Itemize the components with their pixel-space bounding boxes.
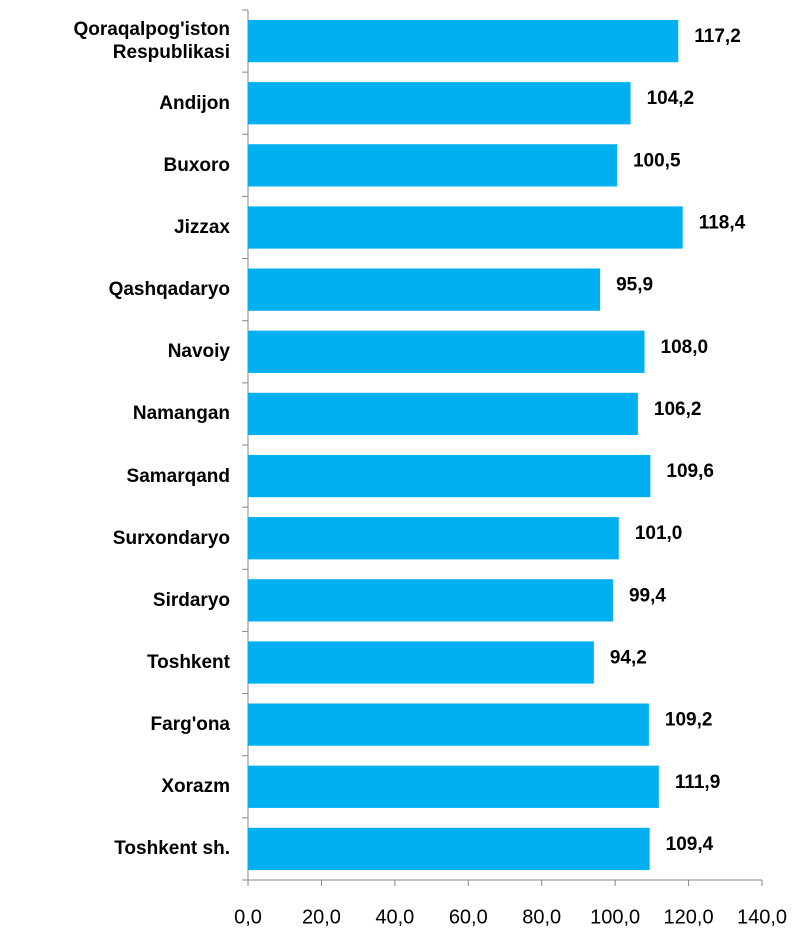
x-tick-label: 40,0: [375, 906, 414, 928]
bar: [248, 392, 638, 436]
bar: [248, 330, 645, 373]
value-label: 117,2: [694, 26, 741, 47]
bar: [248, 579, 613, 622]
y-tick-label: Navoiy: [167, 341, 230, 363]
y-tick-label: Sirdaryo: [152, 589, 230, 611]
x-tick-label: 80,0: [522, 906, 561, 928]
y-tick-label: Buxoro: [163, 154, 231, 176]
y-tick-label: Farg'ona: [150, 714, 230, 736]
value-label: 109,6: [666, 461, 714, 482]
value-label: 94,2: [610, 648, 647, 669]
bar: [248, 517, 619, 560]
y-tick-label: Samarqand: [126, 465, 230, 487]
value-label: 100,5: [633, 150, 681, 171]
x-tick-label: 20,0: [302, 906, 341, 928]
x-tick-label: 120,0: [664, 906, 714, 928]
y-tick-label: Qoraqalpog'iston Respublikasi: [73, 19, 230, 64]
bar: [248, 641, 594, 684]
bar: [248, 765, 659, 808]
value-label: 99,4: [629, 585, 666, 606]
x-tick-label: 140,0: [737, 906, 787, 928]
y-tick-label: Andijon: [159, 92, 230, 114]
x-tick-label: 60,0: [449, 906, 488, 928]
bar: [248, 19, 679, 63]
value-label: 106,2: [654, 399, 702, 420]
bar: [248, 144, 617, 187]
y-tick-label: Toshkent sh.: [114, 838, 230, 860]
y-tick-label: Qashqadaryo: [108, 279, 230, 301]
value-label: 95,9: [616, 275, 653, 296]
bar: [248, 827, 650, 871]
x-tick-label: 100,0: [590, 906, 640, 928]
bar: [248, 268, 601, 311]
y-tick-label: Namangan: [132, 403, 230, 425]
y-tick-label: Jizzax: [174, 216, 230, 238]
bar: [248, 206, 683, 249]
y-tick-label: Toshkent: [146, 651, 230, 673]
value-label: 118,4: [699, 213, 746, 234]
value-label: 101,0: [635, 523, 683, 544]
value-label: 109,4: [666, 834, 714, 855]
y-tick-label: Surxondaryo: [112, 527, 230, 549]
y-tick-label: Xorazm: [161, 776, 230, 798]
bar: [248, 703, 649, 746]
bar: [248, 454, 651, 498]
value-label: 111,9: [675, 772, 720, 793]
value-label: 109,2: [665, 710, 713, 731]
bar: [248, 82, 631, 125]
value-label: 108,0: [661, 337, 709, 358]
x-tick-label: 0,0: [234, 906, 262, 928]
value-label: 104,2: [647, 88, 695, 109]
